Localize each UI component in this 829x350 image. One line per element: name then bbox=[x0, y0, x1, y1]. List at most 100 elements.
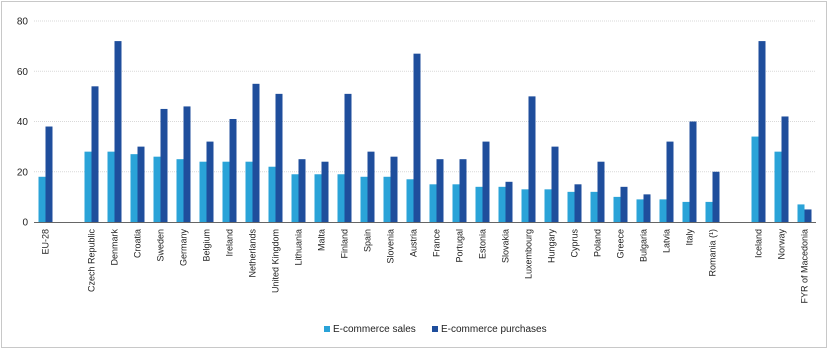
x-category-label: Portugal bbox=[455, 229, 465, 263]
x-category-label: FYR of Macedonia bbox=[800, 229, 810, 304]
x-category-label: Spain bbox=[363, 229, 373, 252]
x-category-label: Croatia bbox=[133, 229, 143, 258]
bar-sales bbox=[636, 199, 644, 222]
bar-sales bbox=[245, 161, 253, 222]
bar-purchases bbox=[367, 151, 375, 222]
legend-swatch bbox=[324, 326, 330, 332]
x-category-label: Latvia bbox=[662, 229, 672, 253]
x-category-label: Greece bbox=[616, 229, 626, 259]
x-category-label: Slovakia bbox=[501, 229, 511, 263]
bar-sales bbox=[84, 151, 92, 222]
bar-sales bbox=[544, 189, 552, 222]
bar-purchases bbox=[620, 186, 628, 222]
bar-sales bbox=[130, 154, 138, 222]
bar-purchases bbox=[321, 161, 329, 222]
x-category-label: Lithuania bbox=[294, 229, 304, 266]
x-category-label: Hungary bbox=[547, 229, 557, 264]
bar-purchases bbox=[528, 96, 536, 222]
bar-purchases bbox=[781, 116, 789, 222]
bar-purchases bbox=[482, 141, 490, 222]
bar-sales bbox=[452, 184, 460, 222]
bar-purchases bbox=[643, 194, 651, 222]
bar-sales bbox=[38, 176, 46, 222]
x-category-label: Belgium bbox=[202, 229, 212, 262]
legend-swatch bbox=[432, 326, 438, 332]
bar-sales bbox=[337, 174, 345, 222]
x-category-label: Czech Republic bbox=[87, 229, 97, 293]
x-category-label: Estonia bbox=[478, 229, 488, 259]
bar-purchases bbox=[229, 118, 237, 222]
x-category-label: Italy bbox=[685, 229, 695, 246]
bar-purchases bbox=[551, 146, 559, 222]
x-category-label: United Kingdom bbox=[271, 229, 281, 293]
x-category-label: Bulgaria bbox=[639, 229, 649, 262]
x-category-label: Malta bbox=[317, 229, 327, 251]
bar-sales bbox=[705, 201, 713, 222]
x-category-label: Iceland bbox=[754, 229, 764, 258]
bar-sales bbox=[429, 184, 437, 222]
bar-sales bbox=[567, 191, 575, 222]
y-tick-label: 60 bbox=[17, 67, 29, 78]
bar-sales bbox=[774, 151, 782, 222]
x-category-label: Norway bbox=[777, 229, 787, 260]
bar-sales bbox=[107, 151, 115, 222]
x-category-label: Germany bbox=[179, 229, 189, 267]
x-category-label: EU-28 bbox=[41, 229, 51, 255]
y-tick-label: 80 bbox=[17, 17, 29, 28]
bar-sales bbox=[199, 161, 207, 222]
bar-purchases bbox=[666, 141, 674, 222]
legend: E-commerce sales E-commerce purchases bbox=[324, 324, 547, 335]
bar-purchases bbox=[505, 181, 513, 222]
bar-sales bbox=[613, 196, 621, 222]
x-category-label: Poland bbox=[593, 229, 603, 257]
bar-purchases bbox=[114, 41, 122, 222]
y-tick-label: 0 bbox=[22, 218, 28, 229]
bar-sales bbox=[498, 186, 506, 222]
bar-sales bbox=[475, 186, 483, 222]
bar-purchases bbox=[91, 86, 99, 222]
bar-purchases bbox=[712, 171, 720, 222]
x-category-label: Finland bbox=[340, 229, 350, 259]
bar-purchases bbox=[689, 121, 697, 222]
bar-purchases bbox=[160, 108, 168, 222]
bar-sales bbox=[176, 159, 184, 222]
bar-purchases bbox=[45, 126, 53, 222]
x-category-label: Luxembourg bbox=[524, 229, 534, 279]
x-category-label: Ireland bbox=[225, 229, 235, 257]
bar-purchases bbox=[413, 53, 421, 222]
x-category-label: Denmark bbox=[110, 229, 120, 266]
bar-sales bbox=[751, 136, 759, 222]
bar-purchases bbox=[344, 93, 352, 222]
bar-sales bbox=[268, 166, 276, 222]
y-tick-label: 20 bbox=[17, 167, 29, 178]
x-category-label: France bbox=[432, 229, 442, 257]
bar-sales bbox=[521, 189, 529, 222]
bar-purchases bbox=[436, 159, 444, 222]
bar-sales bbox=[360, 176, 368, 222]
bar-purchases bbox=[758, 41, 766, 222]
x-category-label: Austria bbox=[409, 229, 419, 257]
y-axis-tick-labels: 0 20 40 60 80 bbox=[17, 17, 29, 229]
bar-sales bbox=[222, 161, 230, 222]
bar-purchases bbox=[252, 83, 260, 222]
bar-purchases bbox=[137, 146, 145, 222]
bar-purchases bbox=[206, 141, 214, 222]
bar-purchases bbox=[597, 161, 605, 222]
legend-label: E-commerce purchases bbox=[441, 324, 547, 335]
bar-purchases bbox=[804, 209, 812, 222]
legend-label: E-commerce sales bbox=[333, 324, 416, 335]
bar-sales bbox=[797, 204, 805, 222]
bar-sales bbox=[659, 199, 667, 222]
bar-purchases bbox=[298, 159, 306, 222]
bar-purchases bbox=[275, 93, 283, 222]
y-tick-label: 40 bbox=[17, 117, 29, 128]
bar-sales bbox=[406, 179, 414, 222]
x-category-label: Romania (¹) bbox=[708, 229, 718, 277]
x-category-label: Sweden bbox=[156, 229, 166, 262]
gridlines bbox=[34, 20, 816, 173]
x-category-label: Slovenia bbox=[386, 229, 396, 264]
bar-sales bbox=[682, 201, 690, 222]
bar-purchases bbox=[574, 184, 582, 222]
